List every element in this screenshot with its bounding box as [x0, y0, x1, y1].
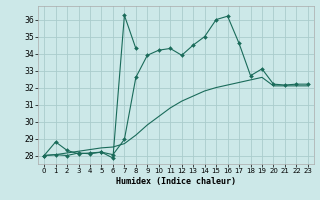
X-axis label: Humidex (Indice chaleur): Humidex (Indice chaleur) — [116, 177, 236, 186]
